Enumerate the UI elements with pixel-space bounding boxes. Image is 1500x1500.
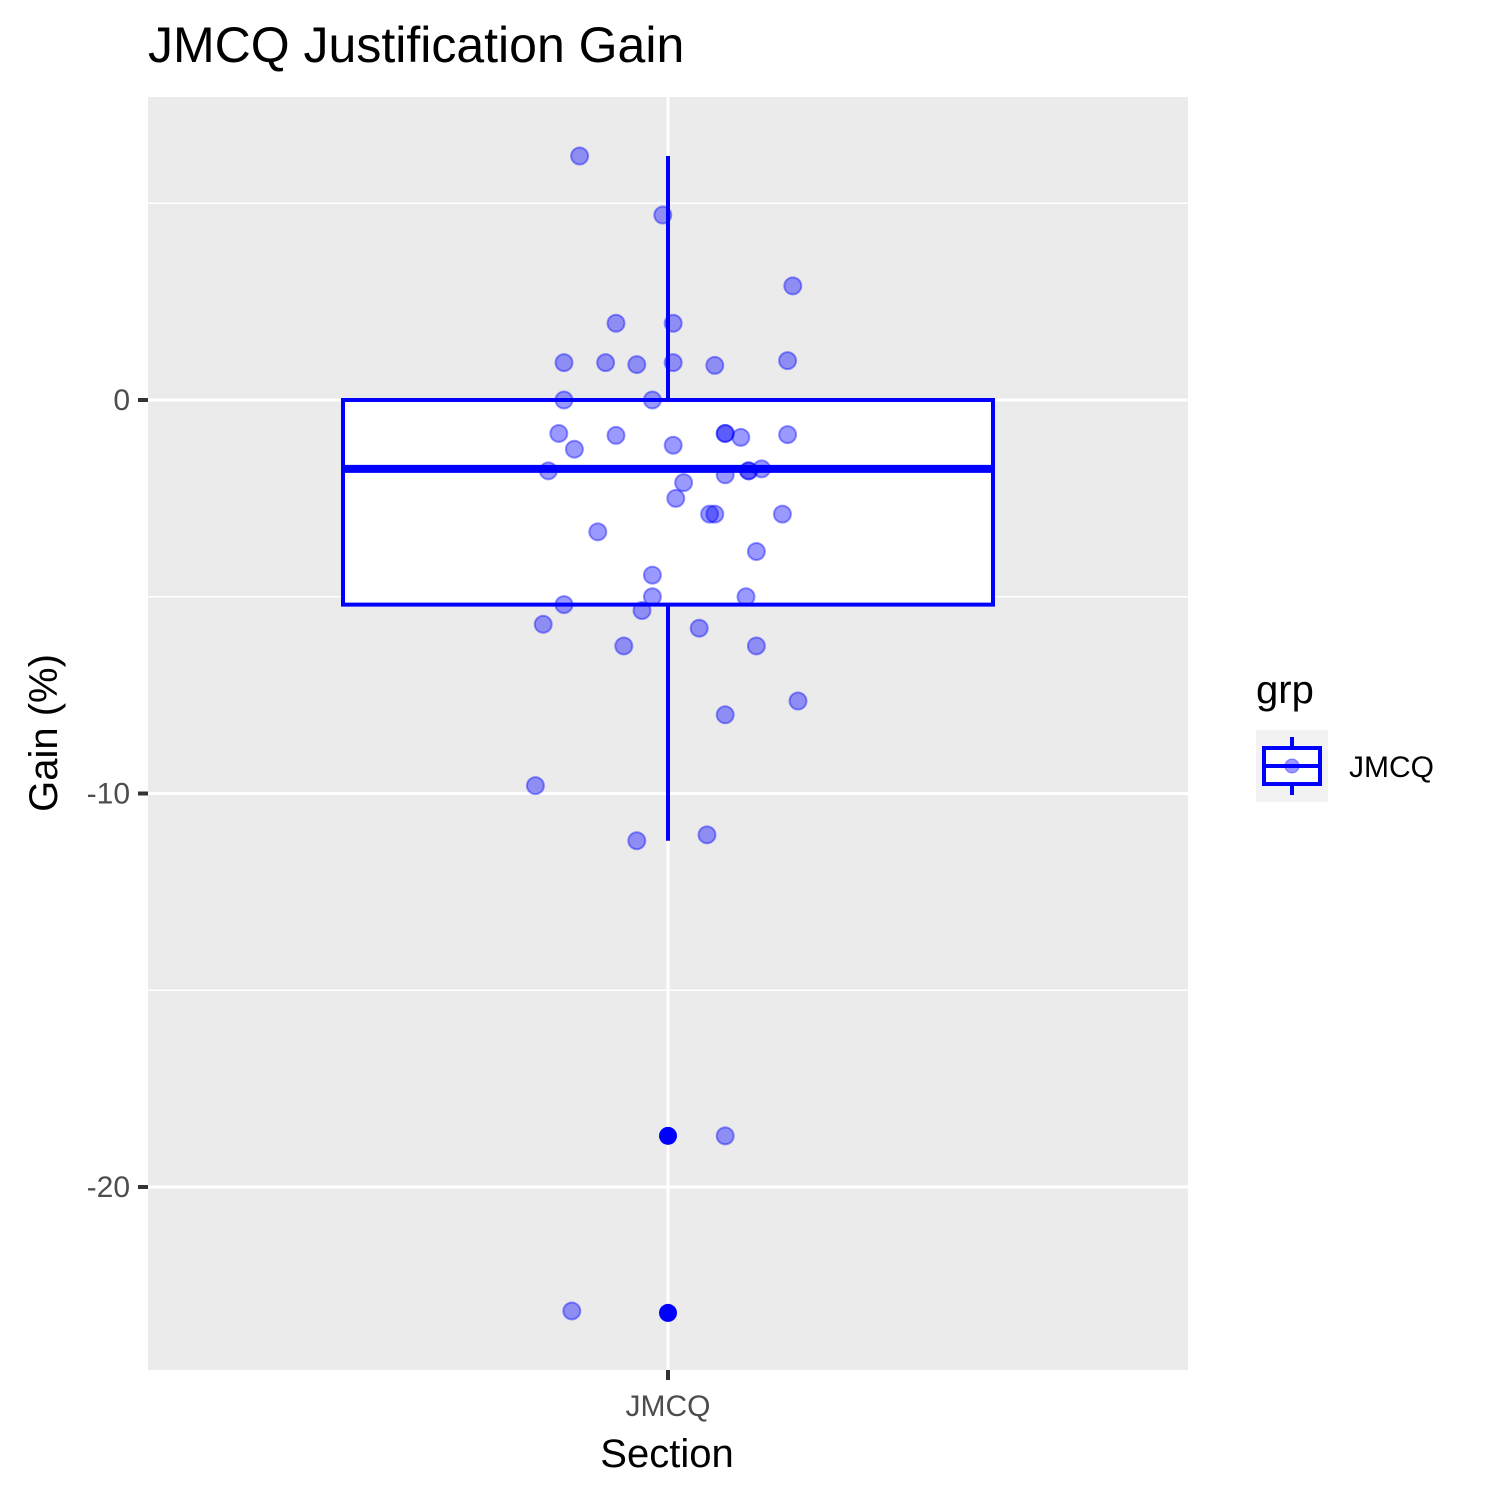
data-point [778,425,798,445]
data-point [606,425,626,445]
data-point [663,353,683,373]
data-point [715,423,735,443]
outlier-point [659,1303,677,1322]
data-point [538,461,558,481]
y-tick-label: -10 [87,778,130,811]
data-point [746,541,766,561]
outlier-point [659,1126,677,1145]
data-point [554,595,574,615]
data-point [739,461,759,481]
data-point [642,565,662,585]
data-point [632,601,652,621]
data-point [715,423,735,443]
data-point [700,504,720,524]
x-axis: JMCQ [626,1370,711,1423]
data-point [653,205,673,225]
data-point [788,691,808,711]
data-point [562,1301,582,1321]
data-point [705,504,725,524]
x-axis-title: Section [600,1432,733,1476]
data-point [778,351,798,371]
y-tick-label: -20 [87,1171,130,1204]
data-point [588,522,608,542]
data-point [736,587,756,607]
y-axis-title: Gain (%) [22,654,66,812]
boxplot [341,156,995,1322]
data-point [705,355,725,375]
jitter-points [525,146,808,1321]
data-point [554,390,574,410]
data-point [627,355,647,375]
data-point [554,353,574,373]
y-tick-label: 0 [113,384,130,417]
data-point [666,488,686,508]
data-point [715,465,735,485]
data-point [570,146,590,166]
data-point [642,390,662,410]
data-point [627,831,647,851]
legend-key-point [1284,758,1300,774]
data-point [525,776,545,796]
box-iqr [341,398,995,607]
data-point [772,504,792,524]
data-point [642,587,662,607]
data-point [606,313,626,333]
legend-label-jmcq: JMCQ [1349,751,1434,784]
chart-title: JMCQ Justification Gain [148,17,684,73]
data-point [663,313,683,333]
data-point [564,439,584,459]
data-point [739,461,759,481]
data-point [596,353,616,373]
data-point [746,636,766,656]
data-point [663,435,683,455]
data-point [715,705,735,725]
x-tick-label: JMCQ [626,1390,711,1423]
legend-title: grp [1256,668,1314,712]
data-point [731,427,751,447]
data-point [752,459,772,479]
data-point [549,423,569,443]
data-point [697,825,717,845]
data-point [715,1126,735,1146]
data-point [533,614,553,634]
legend: grp JMCQ [1256,668,1434,802]
data-point [674,473,694,493]
data-point [783,276,803,296]
data-point [614,636,634,656]
y-axis: 0 -10 -20 [87,384,148,1204]
data-point [689,618,709,638]
